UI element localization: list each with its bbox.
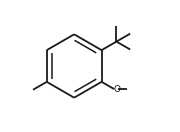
Text: O: O (113, 85, 120, 94)
